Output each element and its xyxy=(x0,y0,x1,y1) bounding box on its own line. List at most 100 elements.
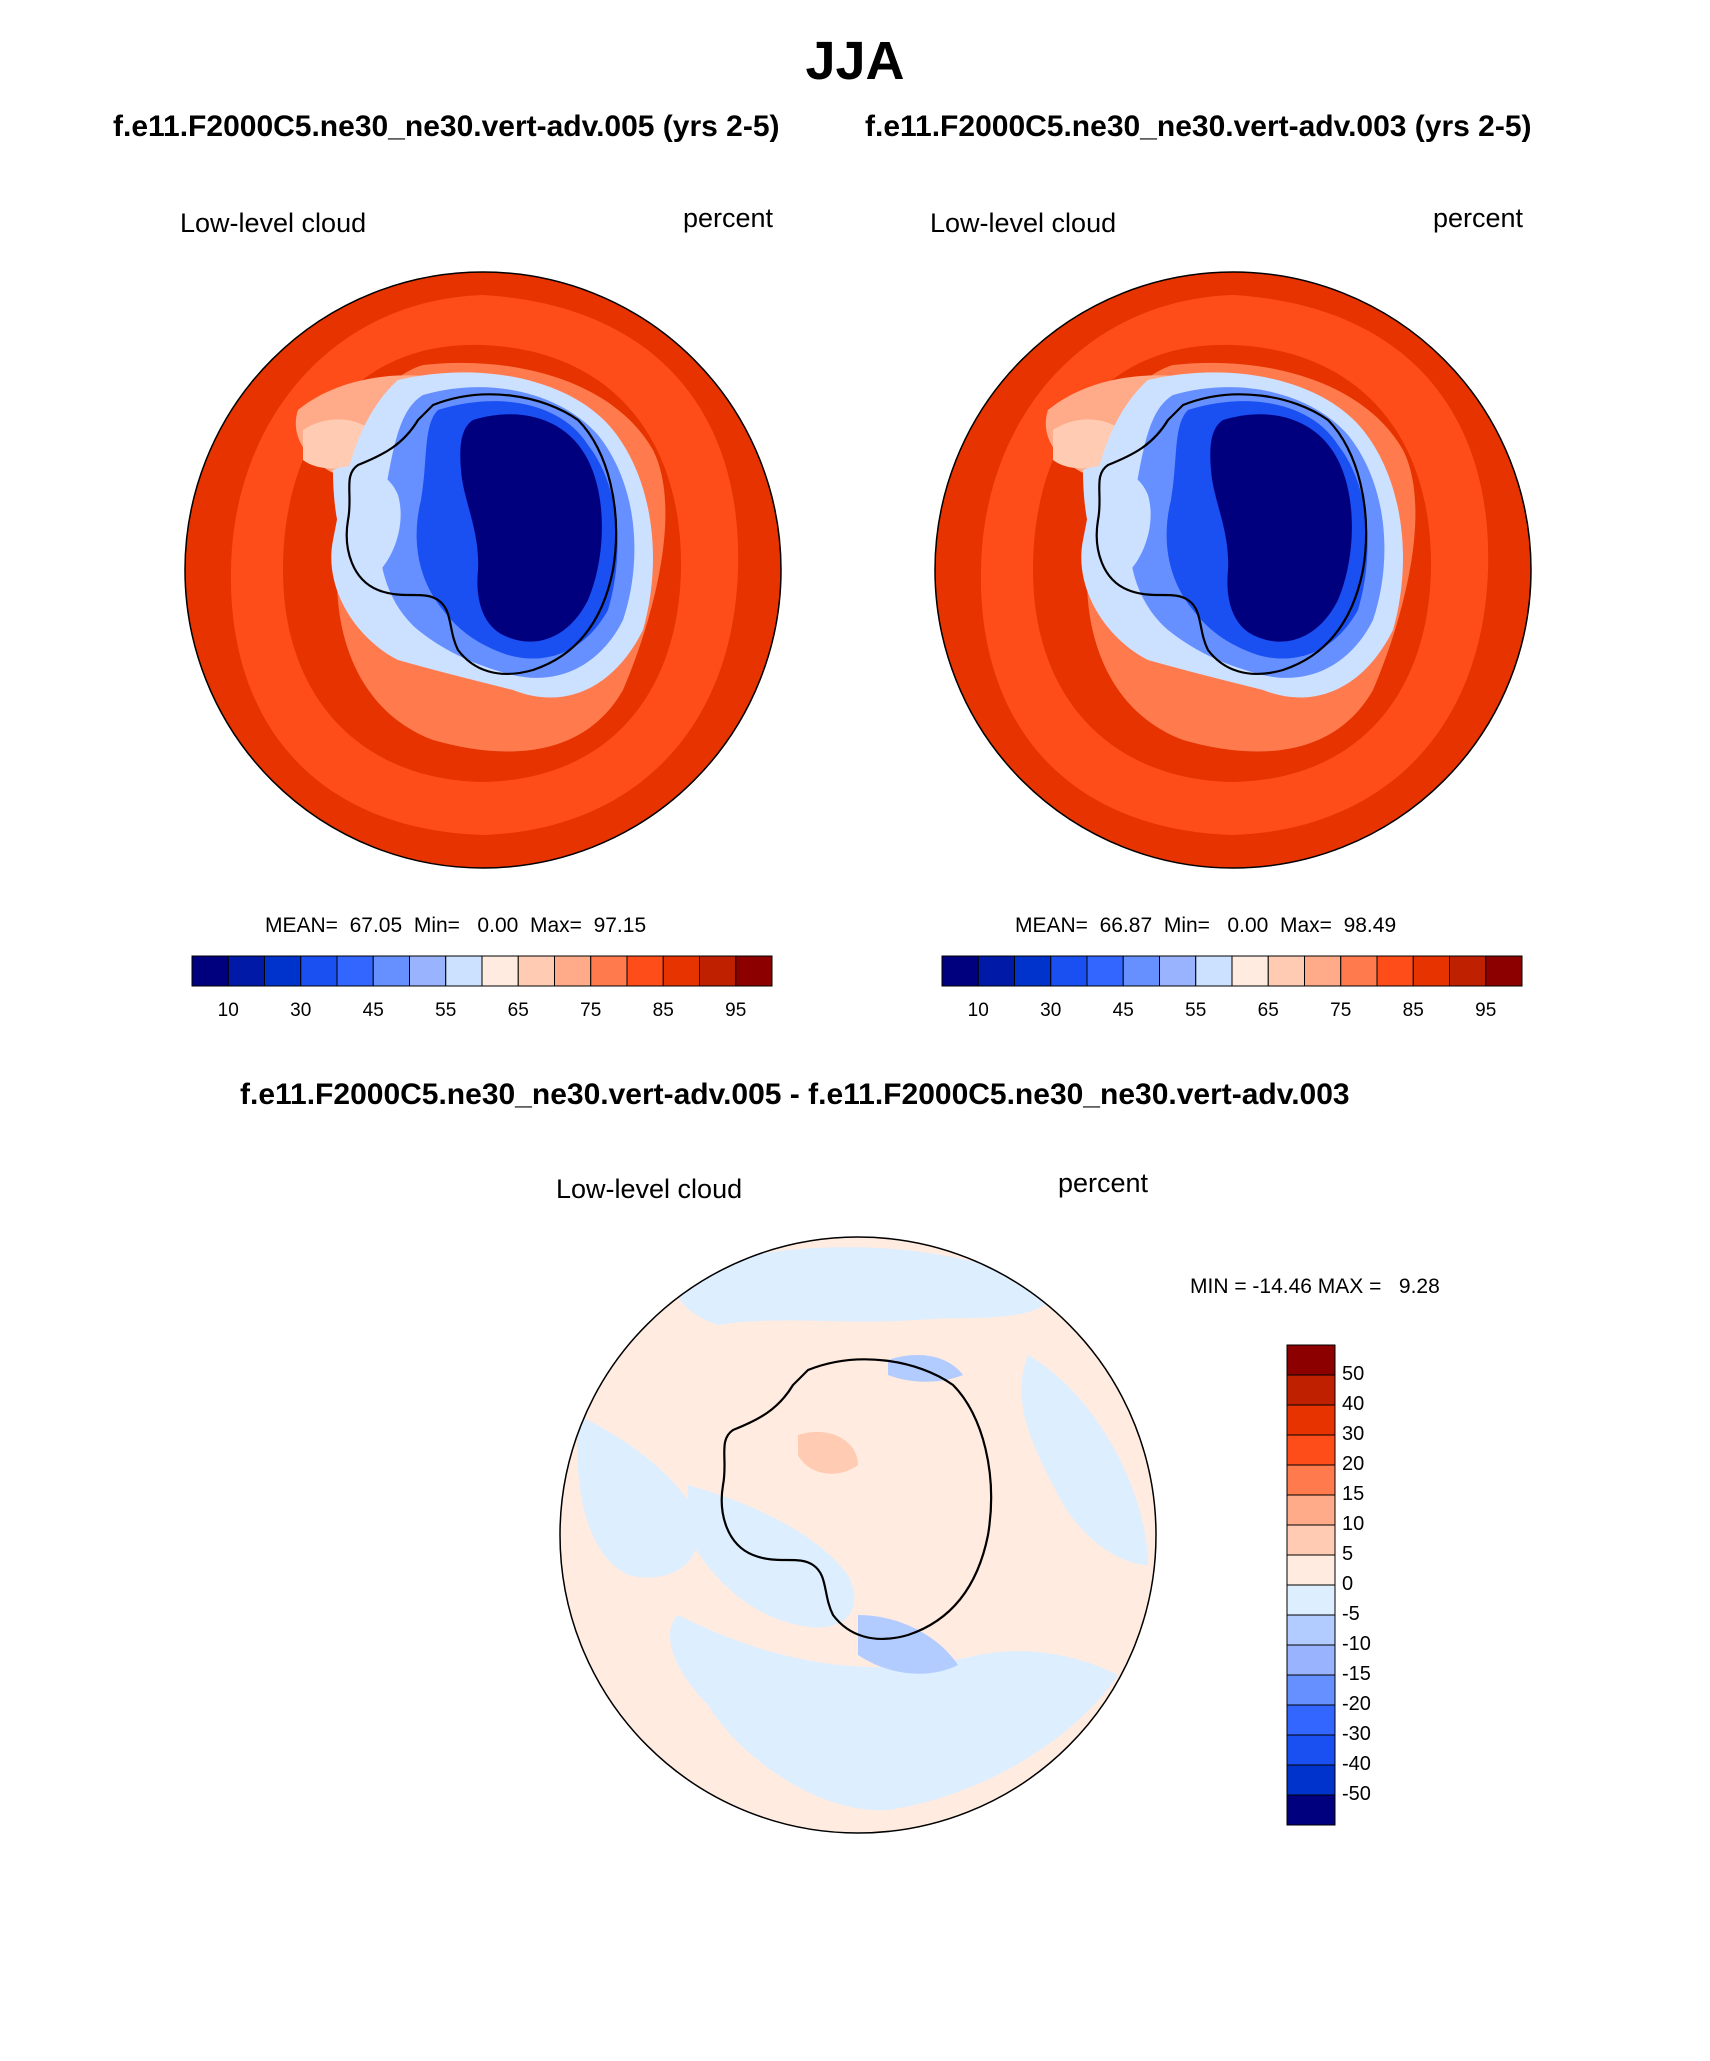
panel3-colorbar-tick-label: 10 xyxy=(1342,1513,1365,1535)
panel1-colorbar-swatch-5 xyxy=(372,955,410,987)
panel1-colorbar-swatch-6 xyxy=(409,955,447,987)
panel2-colorbar-ticks: 10 30 45 55 65 75 85 95 xyxy=(942,1000,1522,1030)
panel1-colorbar-tick-label: 10 xyxy=(217,1000,239,1021)
panel3-variable-label: Low-level cloud xyxy=(556,1174,743,1204)
panel1-colorbar-swatch-12 xyxy=(626,955,664,987)
panel2-colorbar-swatch-5 xyxy=(1122,955,1160,987)
diff-negative-patch-north xyxy=(888,1355,963,1382)
panel2-colorbar-swatch-6 xyxy=(1159,955,1197,987)
panel1-colorbar-tick-label: 55 xyxy=(435,1000,457,1021)
panel1-colorbar-swatch-4 xyxy=(336,955,374,987)
panel3-colorbar-swatch-7 xyxy=(1286,1554,1336,1586)
panel2-colorbar-tick-label: 55 xyxy=(1185,1000,1207,1021)
panel1-colorbar-swatch-11 xyxy=(590,955,628,987)
panel2-colorbar-swatch-8 xyxy=(1231,955,1269,987)
panel3-colorbar-swatch-11 xyxy=(1286,1674,1336,1706)
panel1-colorbar-swatch-0 xyxy=(191,955,229,987)
panel2-colorbar-swatch-3 xyxy=(1050,955,1088,987)
figure-title: JJA xyxy=(805,31,905,91)
case2-title: f.e11.F2000C5.ne30_ne30.vert-adv.003 (yr… xyxy=(865,110,1532,143)
panel3-colorbar-swatch-10 xyxy=(1286,1644,1336,1676)
panel1-colorbar-swatch-15 xyxy=(735,955,773,987)
panel2-colorbar-swatch-7 xyxy=(1195,955,1233,987)
case1-title: f.e11.F2000C5.ne30_ne30.vert-adv.005 (yr… xyxy=(113,110,780,143)
panel2-colorbar-tick-label: 65 xyxy=(1257,1000,1279,1021)
panel3-colorbar-tick-label: -10 xyxy=(1342,1633,1371,1655)
panel3-colorbar-tick-label: 40 xyxy=(1342,1393,1365,1415)
panel3-colorbar-swatch-3 xyxy=(1286,1434,1336,1466)
diff-negative-patch xyxy=(858,1615,958,1674)
panel1-colorbar-tick-label: 65 xyxy=(507,1000,529,1021)
panel1-colorbar-swatch-14 xyxy=(699,955,737,987)
panel2-stats: MEAN= 66.87 Min= 0.00 Max= 98.49 xyxy=(1015,914,1397,937)
panel1-colorbar-swatch-2 xyxy=(264,955,302,987)
panel3-colorbar-swatch-13 xyxy=(1286,1734,1336,1766)
diff-negative-shelf xyxy=(688,1485,855,1628)
panel3-colorbar-swatch-6 xyxy=(1286,1524,1336,1556)
panel2-colorbar-swatch-10 xyxy=(1304,955,1342,987)
panel1-colorbar-tick-label: 30 xyxy=(290,1000,312,1021)
panel2-colorbar-tick-label: 10 xyxy=(967,1000,989,1021)
panel3-colorbar-swatch-15 xyxy=(1286,1794,1336,1826)
panel3-colorbar-swatch-14 xyxy=(1286,1764,1336,1796)
diff-negative-east xyxy=(1021,1355,1148,1565)
panel2-colorbar-tick-label: 95 xyxy=(1475,1000,1497,1021)
antarctica-coastline xyxy=(1095,393,1368,675)
panel3-colorbar-tick-label: 0 xyxy=(1342,1573,1354,1595)
panel2-colorbar-swatch-11 xyxy=(1340,955,1378,987)
panel3-colorbar-ticks: 50 40 30 20 15 10 5 0 -5 -10 -15 -20 -30 -40 -50 xyxy=(1342,1345,1422,1825)
panel2-colorbar-swatch-1 xyxy=(977,955,1015,987)
panel3-colorbar-swatch-0 xyxy=(1286,1344,1336,1376)
panel1-colorbar-tick-label: 85 xyxy=(652,1000,674,1021)
panel2-colorbar xyxy=(941,955,1523,987)
panel2-colorbar-swatch-13 xyxy=(1412,955,1450,987)
panel1-colorbar-tick-label: 95 xyxy=(725,1000,747,1021)
panel1-colorbar-ticks: 10 30 45 55 65 75 85 95 xyxy=(192,1000,772,1030)
panel2-colorbar-tick-label: 45 xyxy=(1112,1000,1134,1021)
panel3-colorbar-tick-label: 20 xyxy=(1342,1453,1365,1475)
diff-negative-ring-north xyxy=(675,1247,1058,1325)
panel3-colorbar-swatch-8 xyxy=(1286,1584,1336,1616)
panel1-stats: MEAN= 67.05 Min= 0.00 Max= 97.15 xyxy=(265,914,647,937)
panel1-colorbar-swatch-10 xyxy=(554,955,592,987)
antarctica-coastline xyxy=(720,1358,993,1640)
panel2-polar-map xyxy=(934,271,1532,869)
panel2-colorbar-tick-label: 75 xyxy=(1330,1000,1352,1021)
panel3-colorbar-tick-label: -15 xyxy=(1342,1663,1371,1685)
panel1-units-label: percent xyxy=(683,203,774,233)
panel3-colorbar-swatch-9 xyxy=(1286,1614,1336,1646)
panel3-colorbar-tick-label: -30 xyxy=(1342,1723,1371,1745)
difference-title: f.e11.F2000C5.ne30_ne30.vert-adv.005 - f… xyxy=(240,1078,1350,1111)
antarctic-plateau-region xyxy=(460,414,602,642)
panel2-colorbar-swatch-9 xyxy=(1267,955,1305,987)
panel3-colorbar-tick-label: -5 xyxy=(1342,1603,1360,1625)
panel2-units-label: percent xyxy=(1433,203,1524,233)
panel2-colorbar-tick-label: 30 xyxy=(1040,1000,1062,1021)
diff-negative-south xyxy=(669,1615,1118,1811)
panel1-colorbar-swatch-1 xyxy=(227,955,265,987)
antarctica-coastline xyxy=(345,393,618,675)
panel2-colorbar-swatch-4 xyxy=(1086,955,1124,987)
panel2-variable-label: Low-level cloud xyxy=(930,208,1117,238)
panel2-colorbar-swatch-2 xyxy=(1014,955,1052,987)
antarctic-plateau-region xyxy=(1210,414,1352,642)
panel1-variable-label: Low-level cloud xyxy=(180,208,367,238)
panel3-stats: MIN = -14.46 MAX = 9.28 xyxy=(1190,1275,1440,1298)
panel2-colorbar-swatch-0 xyxy=(941,955,979,987)
panel3-colorbar-swatch-1 xyxy=(1286,1374,1336,1406)
panel1-colorbar-tick-label: 75 xyxy=(580,1000,602,1021)
panel3-colorbar-tick-label: 30 xyxy=(1342,1423,1365,1445)
panel3-colorbar-tick-label: -50 xyxy=(1342,1783,1371,1805)
panel1-colorbar-swatch-3 xyxy=(300,955,338,987)
panel2-colorbar-swatch-14 xyxy=(1449,955,1487,987)
diff-negative-west xyxy=(577,1415,700,1578)
panel3-colorbar-tick-label: -20 xyxy=(1342,1693,1371,1715)
panel3-colorbar-tick-label: -40 xyxy=(1342,1753,1371,1775)
panel1-colorbar-swatch-9 xyxy=(517,955,555,987)
panel1-colorbar-swatch-8 xyxy=(481,955,519,987)
panel1-colorbar xyxy=(191,955,773,987)
panel3-colorbar-swatch-2 xyxy=(1286,1404,1336,1436)
panel2-colorbar-tick-label: 85 xyxy=(1402,1000,1424,1021)
panel3-units-label: percent xyxy=(1058,1168,1149,1198)
panel3-colorbar-tick-label: 5 xyxy=(1342,1543,1354,1565)
